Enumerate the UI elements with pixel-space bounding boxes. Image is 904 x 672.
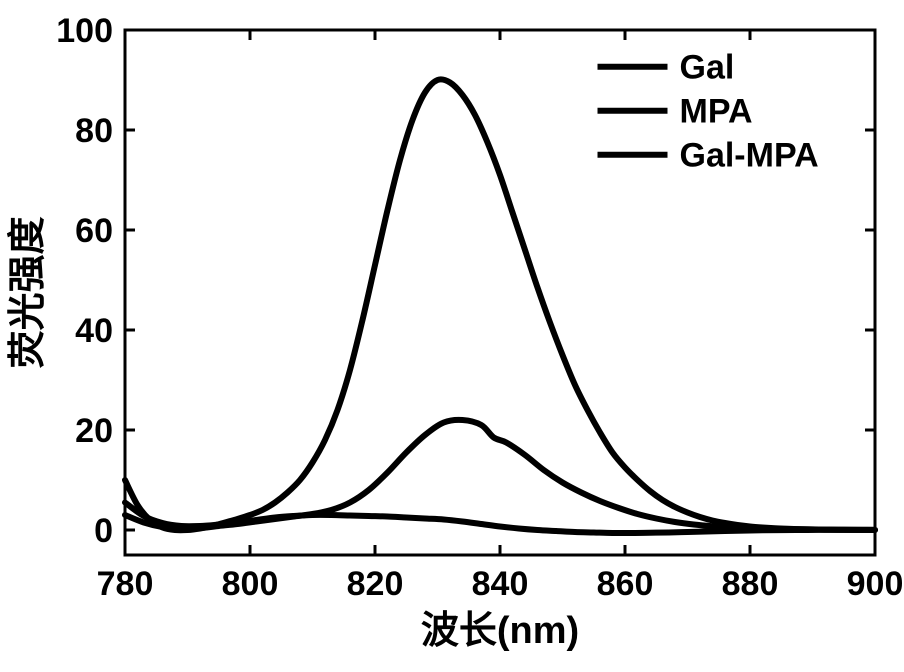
x-tick-label: 900 xyxy=(847,565,904,603)
y-tick-label: 40 xyxy=(75,312,113,350)
x-tick-label: 840 xyxy=(472,565,529,603)
y-tick-label: 20 xyxy=(75,412,113,450)
y-tick-label: 60 xyxy=(75,212,113,250)
x-tick-label: 820 xyxy=(347,565,404,603)
x-tick-label: 860 xyxy=(597,565,654,603)
series-mpa xyxy=(125,420,875,530)
legend-label-gal: Gal xyxy=(680,49,735,87)
y-axis-label: 荧光强度 xyxy=(7,216,49,368)
legend-label-mpa: MPA xyxy=(680,93,753,131)
fluorescence-spectrum-chart: 780 800 820 840 860 880 900 0 20 40 60 80 100 波长(nm) 荧… xyxy=(0,0,904,672)
plot-border xyxy=(125,30,875,555)
x-tick-label: 780 xyxy=(97,565,154,603)
x-axis-label: 波长(nm) xyxy=(421,610,579,652)
y-tick-label: 100 xyxy=(56,12,113,50)
y-tick-label: 80 xyxy=(75,112,113,150)
x-tick-label: 800 xyxy=(222,565,279,603)
legend-label-gal_mpa: Gal-MPA xyxy=(680,137,819,175)
y-tick-label: 0 xyxy=(94,512,113,550)
chart-svg: 780 800 820 840 860 880 900 0 20 40 60 80 100 波长(nm) 荧… xyxy=(0,0,904,672)
x-tick-label: 880 xyxy=(722,565,779,603)
